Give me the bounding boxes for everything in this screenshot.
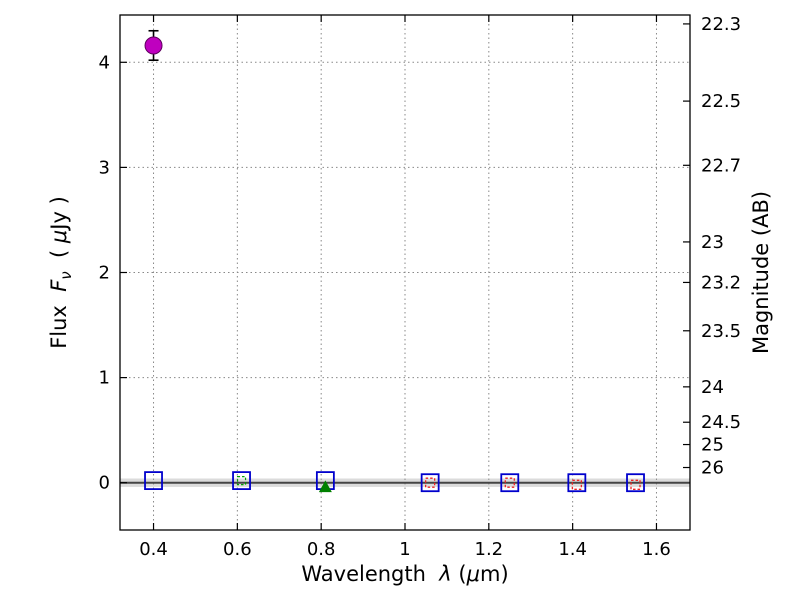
x-tick-label: 1	[399, 539, 410, 560]
tick-labels: 0.4 0.6 0.8 1 1.2 1.4 1.60123422.322.522.72323…	[99, 14, 742, 560]
flux-tick-label: 3	[99, 157, 110, 178]
grid-lines	[120, 15, 690, 530]
photometry-green-inner-square	[236, 476, 247, 486]
data-point-marker	[144, 471, 163, 491]
magnitude-tick-label: 24.5	[701, 412, 741, 433]
flux-tick-label: 1	[99, 368, 110, 389]
y-axis-label-right: Magnitude (AB)	[749, 191, 773, 354]
axis-labels: Wavelength λ (μm) Flux Fν ( μJy ) Magnitud…	[47, 191, 773, 586]
data-point-marker	[504, 477, 515, 488]
x-axis-label: Wavelength λ (μm)	[301, 562, 508, 586]
x-tick-label: 1.6	[642, 539, 671, 560]
y-axis-label-left: Flux Fν ( μJy )	[47, 196, 75, 349]
x-tick-label: 0.8	[307, 539, 336, 560]
data-point-marker	[571, 479, 582, 490]
x-tick-label: 1.2	[475, 539, 504, 560]
data-point-marker	[500, 473, 520, 493]
magnitude-tick-label: 23	[701, 232, 724, 253]
magnitude-tick-label: 22.3	[701, 14, 741, 35]
flux-tick-label: 4	[99, 52, 110, 73]
x-tick-label: 1.4	[558, 539, 587, 560]
broadband-photometry-blue-squares	[144, 471, 645, 493]
zero-flux-group	[120, 478, 690, 487]
data-point-marker	[567, 473, 587, 493]
detected-flux-magenta-circle	[144, 29, 163, 61]
flux-tick-label: 0	[99, 473, 110, 494]
magnitude-tick-label: 23.5	[701, 321, 741, 342]
magnitude-tick-label: 26	[701, 458, 724, 479]
magnitude-tick-label: 25	[701, 435, 724, 456]
data-point-marker	[626, 473, 645, 493]
data-point-marker	[236, 476, 247, 486]
magnitude-tick-label: 24	[701, 377, 724, 398]
axis-tick-marks	[120, 15, 690, 530]
data-point-marker	[630, 479, 641, 490]
data-point-marker	[424, 477, 436, 488]
flux-tick-label: 2	[99, 263, 110, 284]
magnitude-tick-label: 23.2	[701, 272, 741, 293]
model-green-triangle	[318, 480, 332, 493]
data-point-marker	[144, 36, 163, 55]
magnitude-tick-label: 22.7	[701, 155, 741, 176]
photometry-red-inner-squares	[424, 477, 641, 490]
data-point-marker	[318, 480, 332, 493]
magnitude-tick-label: 22.5	[701, 91, 741, 112]
x-tick-label: 0.6	[223, 539, 252, 560]
data-point-marker	[420, 473, 440, 493]
data-point-marker	[232, 471, 251, 491]
x-tick-label: 0.4	[139, 539, 168, 560]
